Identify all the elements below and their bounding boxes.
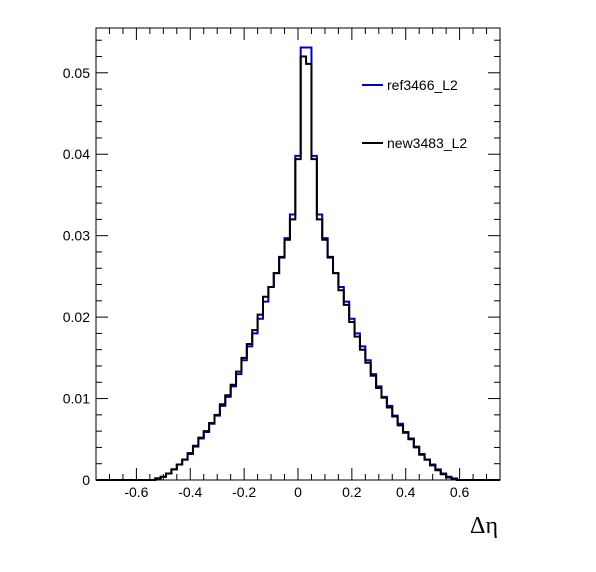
y-tick-label: 0.04 — [63, 146, 90, 162]
legend: ref3466_L2 new3483_L2 — [362, 77, 467, 151]
x-tick-label: -0.2 — [232, 484, 256, 500]
series-layer — [96, 46, 500, 481]
legend-label-new3483_L2: new3483_L2 — [387, 135, 467, 151]
x-axis-title: Δη — [470, 513, 498, 539]
y-tick-label: 0.01 — [63, 391, 90, 407]
series-line-new3483_L2 — [96, 55, 500, 481]
x-tick-label: -0.6 — [124, 484, 148, 500]
y-tick-label: 0 — [82, 472, 90, 488]
tick-labels-layer: -0.6 -0.4 -0.2 0 0.2 0.4 0.6 0 0.01 0.02 0.03 0.04 0… — [63, 65, 470, 500]
y-tick-label: 0.05 — [63, 65, 90, 81]
x-tick-label: 0.4 — [396, 484, 416, 500]
x-tick-label: 0 — [294, 484, 302, 500]
x-tick-label: 0.6 — [450, 484, 470, 500]
y-tick-label: 0.02 — [63, 309, 90, 325]
x-tick-label: 0.2 — [342, 484, 362, 500]
x-tick-label: -0.4 — [178, 484, 202, 500]
y-tick-label: 0.03 — [63, 228, 90, 244]
ticks-layer — [95, 28, 501, 481]
legend-label-ref3466_L2: ref3466_L2 — [387, 77, 458, 93]
